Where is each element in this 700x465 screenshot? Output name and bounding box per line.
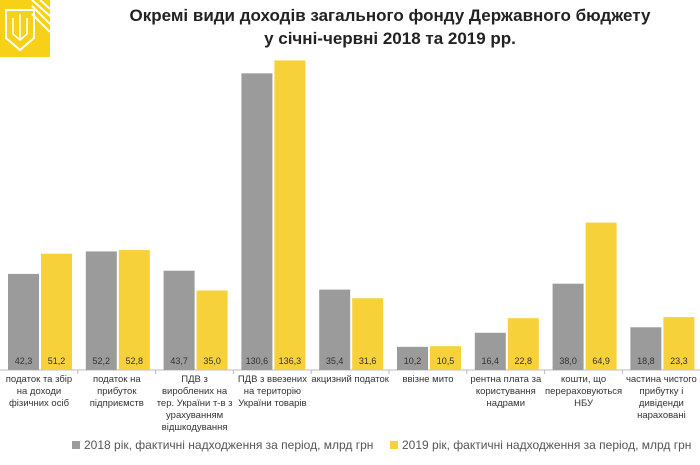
chart-title-line1: Окремі види доходів загального фонду Дер… xyxy=(129,6,651,25)
bar-2018 xyxy=(85,251,117,370)
category-label: рентна плата за користування надрами xyxy=(470,374,542,409)
category-label: кошти, що перераховуються НБУ xyxy=(545,374,623,409)
data-label: 136,3 xyxy=(279,356,302,366)
bar-2018 xyxy=(241,73,273,370)
data-label: 38,0 xyxy=(559,356,577,366)
category-label: податок та збір на доходи фізичних осіб xyxy=(5,374,73,409)
bar-2018 xyxy=(397,346,428,370)
bar-2018 xyxy=(8,273,39,370)
legend-label-2018: 2018 рік, фактичні надходження за період… xyxy=(84,438,374,452)
data-label: 23,3 xyxy=(670,356,688,366)
legend-label-2019: 2019 рік, фактичні надходження за період… xyxy=(402,438,692,452)
data-label: 35,4 xyxy=(326,356,344,366)
data-label: 35,0 xyxy=(203,356,221,366)
category-label: частина чистого прибутку і дивіденди нар… xyxy=(625,374,697,421)
data-label: 43,7 xyxy=(170,356,188,366)
data-label: 130,6 xyxy=(246,356,269,366)
bar-2019 xyxy=(41,253,72,370)
data-label: 18,8 xyxy=(637,356,655,366)
bar-2018 xyxy=(552,283,584,370)
data-label: 10,2 xyxy=(404,356,422,366)
category-label: акцизний податок xyxy=(311,374,389,385)
bar-2018 xyxy=(630,327,662,370)
bar-2019 xyxy=(274,60,306,370)
bar-2019 xyxy=(663,317,695,370)
bar-2019 xyxy=(196,290,228,370)
category-label: ввізне мито xyxy=(402,374,454,385)
coat-of-arms-logo xyxy=(0,0,50,57)
legend-item-2019: 2019 рік, фактичні надходження за період… xyxy=(390,438,691,452)
bar-2018 xyxy=(319,289,351,370)
bar-2019 xyxy=(352,298,384,370)
bar-2019 xyxy=(507,318,539,370)
chart-title-line2: у січні-червні 2018 та 2019 рр. xyxy=(264,29,516,48)
bar-2019 xyxy=(118,250,150,370)
bar-2018 xyxy=(163,270,195,370)
legend-item-2018: 2018 рік, фактичні надходження за період… xyxy=(72,438,373,452)
category-label: податок на прибуток підприємств xyxy=(89,374,144,409)
legend-swatch-2018 xyxy=(72,441,80,449)
category-label: ПДВ з ввезених на територію України това… xyxy=(237,374,307,409)
data-label: 22,8 xyxy=(515,356,533,366)
data-label: 10,5 xyxy=(437,356,455,366)
data-label: 52,2 xyxy=(93,356,111,366)
data-label: 64,9 xyxy=(592,356,610,366)
bar-2019 xyxy=(585,222,617,370)
bar-2019 xyxy=(430,346,461,370)
data-label: 51,2 xyxy=(48,356,66,366)
data-label: 52,8 xyxy=(126,356,144,366)
data-label: 42,3 xyxy=(15,356,33,366)
bar-2018 xyxy=(474,332,506,370)
data-label: 31,6 xyxy=(359,356,377,366)
data-label: 16,4 xyxy=(482,356,500,366)
legend-swatch-2019 xyxy=(390,441,398,449)
category-label: ПДВ з вироблених на тер. України т-в з у… xyxy=(156,374,233,433)
